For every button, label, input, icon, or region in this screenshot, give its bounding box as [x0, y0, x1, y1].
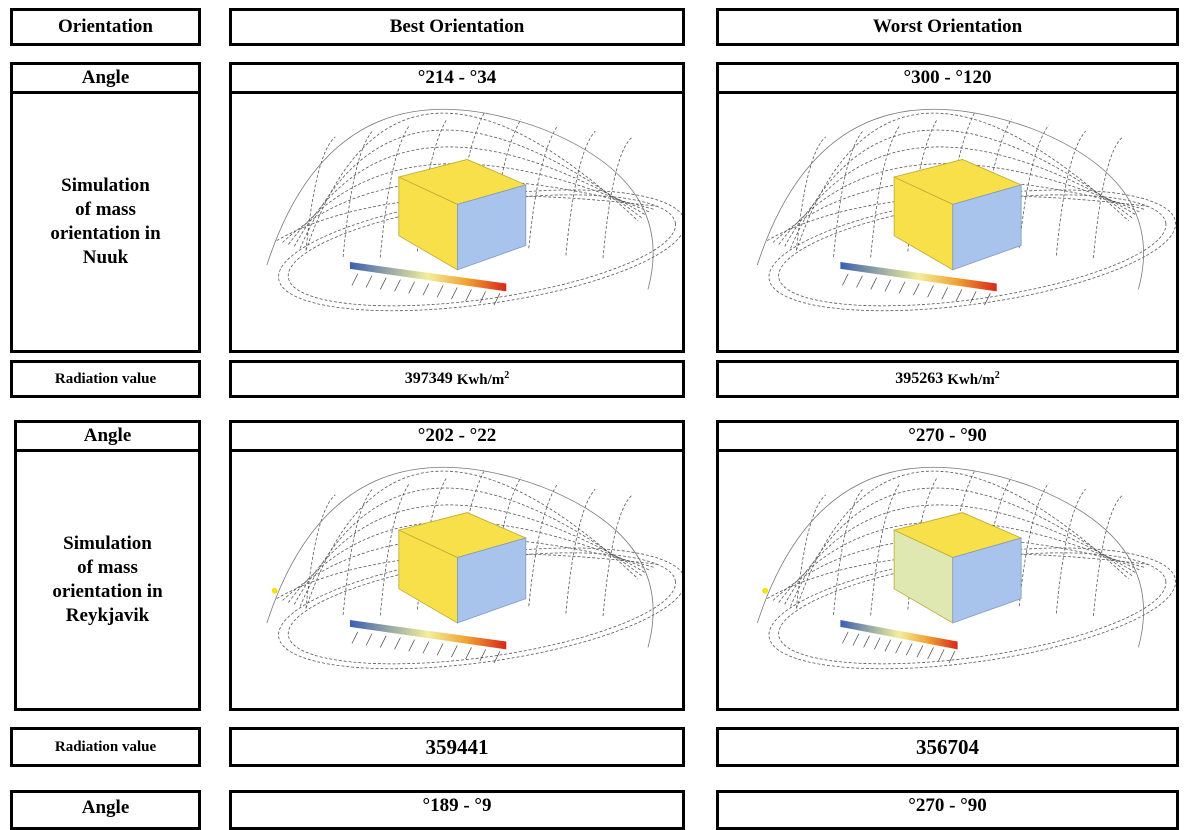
nuuk-sim-line-4: Nuuk	[82, 247, 129, 268]
reykjavik-worst-simulation-image	[716, 449, 1179, 711]
reykjavik-radiation-label-text: Radiation value	[54, 738, 157, 755]
nuuk-best-simulation-image	[229, 91, 685, 353]
nuuk-worst-angle: °300 - °120	[716, 62, 1179, 94]
nuuk-worst-radiation: 395263 Kwh/m2	[716, 360, 1179, 398]
header-best-text: Best Orientation	[389, 16, 525, 37]
header-worst-orientation: Worst Orientation	[716, 8, 1179, 46]
sun-marker	[271, 587, 278, 594]
reykjavik-best-radiation-value: 359441	[425, 734, 489, 759]
building-mass-box	[892, 512, 1023, 624]
nuuk-sim-line-2: of mass	[75, 199, 136, 220]
third-worst-angle-text: °270 - °90	[908, 795, 987, 816]
reykjavik-best-angle: °202 - °22	[229, 420, 685, 452]
reykjavik-angle-label-text: Angle	[83, 425, 132, 446]
header-best-orientation: Best Orientation	[229, 8, 685, 46]
third-best-angle: °189 - °9	[229, 790, 685, 830]
nuuk-radiation-label: Radiation value	[10, 360, 201, 398]
reykjavik-angle-label: Angle	[14, 420, 201, 452]
radiation-legend-bar	[349, 262, 507, 292]
nuuk-angle-label: Angle	[10, 62, 201, 94]
radiation-legend-bar	[840, 620, 958, 650]
building-mass-box	[892, 159, 1023, 271]
third-worst-angle: °270 - °90	[716, 790, 1179, 830]
nuuk-sim-line-3: orientation in	[50, 223, 161, 244]
nuuk-worst-angle-text: °300 - °120	[903, 67, 992, 88]
nuuk-worst-radiation-unit: Kwh/m2	[947, 369, 1000, 388]
nuuk-best-angle: °214 - °34	[229, 62, 685, 94]
nuuk-worst-simulation-image	[716, 91, 1179, 353]
radiation-legend-bar	[840, 262, 997, 292]
nuuk-simulation-label: Simulation of mass orientation in Nuuk	[10, 91, 201, 353]
reykjavik-best-simulation-image	[229, 449, 685, 711]
reykjavik-simulation-label: Simulation of mass orientation in Reykja…	[14, 449, 201, 711]
reykjavik-radiation-label: Radiation value	[10, 727, 201, 767]
radiation-legend-ticks	[351, 273, 501, 306]
radiation-legend-ticks	[351, 631, 501, 664]
reykjavik-sim-line-3: orientation in	[52, 581, 163, 602]
radiation-legend-bar	[349, 620, 507, 650]
reykjavik-worst-radiation: 356704	[716, 727, 1179, 767]
building-mass-box	[397, 512, 527, 624]
reykjavik-worst-radiation-value: 356704	[916, 734, 979, 759]
building-mass-box	[397, 159, 527, 271]
radiation-legend-ticks	[842, 631, 956, 664]
third-best-angle-text: °189 - °9	[422, 795, 492, 816]
header-worst-text: Worst Orientation	[872, 16, 1023, 37]
header-orientation: Orientation	[10, 8, 201, 46]
third-angle-label: Angle	[10, 790, 201, 830]
reykjavik-sim-line-2: of mass	[77, 557, 138, 578]
reykjavik-worst-angle-text: °270 - °90	[908, 425, 987, 446]
nuuk-angle-label-text: Angle	[81, 67, 130, 88]
reykjavik-sim-line-1: Simulation	[63, 533, 152, 554]
sun-path-dome	[266, 108, 682, 312]
nuuk-best-radiation-unit: Kwh/m2	[456, 369, 510, 388]
reykjavik-best-angle-text: °202 - °22	[417, 425, 497, 446]
nuuk-best-angle-text: °214 - °34	[417, 67, 497, 88]
nuuk-radiation-label-text: Radiation value	[54, 370, 157, 387]
reykjavik-sim-line-4: Reykjavik	[65, 605, 150, 626]
reykjavik-best-radiation: 359441	[229, 727, 685, 767]
nuuk-best-radiation-value: 397349	[404, 370, 453, 387]
nuuk-worst-radiation-value: 395263	[895, 370, 944, 387]
third-angle-label-text: Angle	[81, 797, 130, 818]
reykjavik-worst-angle: °270 - °90	[716, 420, 1179, 452]
header-orientation-text: Orientation	[58, 16, 153, 37]
nuuk-sim-line-1: Simulation	[61, 175, 150, 196]
nuuk-best-radiation: 397349 Kwh/m2	[229, 360, 685, 398]
radiation-legend-ticks	[842, 273, 991, 306]
sun-marker	[762, 587, 769, 594]
